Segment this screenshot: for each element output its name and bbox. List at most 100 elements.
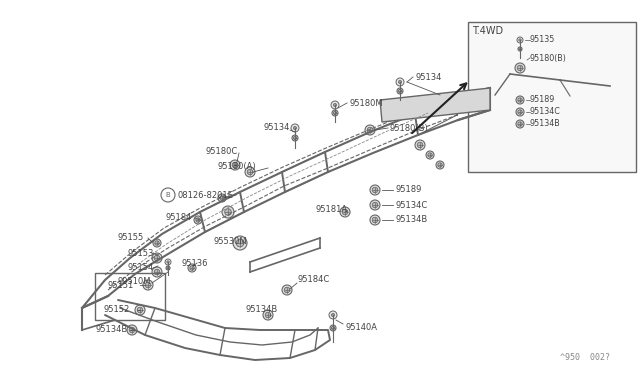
Text: 95180(B): 95180(B): [390, 124, 429, 132]
Text: 08126-8201E: 08126-8201E: [178, 190, 234, 199]
Text: 95136: 95136: [182, 259, 209, 267]
Circle shape: [165, 259, 171, 265]
Circle shape: [265, 312, 271, 318]
Circle shape: [332, 313, 335, 317]
FancyBboxPatch shape: [468, 22, 636, 172]
Text: 95530M: 95530M: [213, 237, 246, 247]
Circle shape: [329, 311, 337, 319]
Text: 95134B: 95134B: [96, 326, 128, 334]
Circle shape: [370, 185, 380, 195]
Text: ^950  002?: ^950 002?: [560, 353, 610, 362]
Circle shape: [518, 47, 522, 51]
Circle shape: [436, 161, 444, 169]
Text: 99510M: 99510M: [118, 278, 152, 286]
Circle shape: [263, 310, 273, 320]
Text: 95140A: 95140A: [345, 323, 377, 331]
Circle shape: [516, 120, 524, 128]
Circle shape: [194, 216, 202, 224]
Circle shape: [137, 307, 143, 313]
Circle shape: [145, 282, 151, 288]
Circle shape: [167, 267, 169, 269]
Circle shape: [397, 88, 403, 94]
Circle shape: [516, 108, 524, 116]
Circle shape: [519, 48, 521, 50]
Circle shape: [225, 209, 231, 215]
Text: 95155: 95155: [118, 234, 144, 243]
Circle shape: [230, 160, 240, 170]
Circle shape: [247, 169, 253, 175]
Circle shape: [372, 202, 378, 208]
Text: 95189: 95189: [530, 96, 556, 105]
Circle shape: [367, 127, 372, 133]
Text: 95189: 95189: [395, 186, 421, 195]
Circle shape: [398, 89, 402, 93]
Circle shape: [284, 287, 290, 293]
Circle shape: [220, 196, 224, 200]
Text: 95151: 95151: [108, 280, 134, 289]
Circle shape: [398, 80, 402, 84]
Circle shape: [153, 239, 161, 247]
Circle shape: [518, 110, 522, 114]
Circle shape: [518, 122, 522, 126]
Circle shape: [154, 255, 160, 261]
Circle shape: [332, 110, 338, 116]
Text: 95180(B): 95180(B): [530, 54, 567, 62]
Circle shape: [333, 103, 337, 107]
Circle shape: [370, 200, 380, 210]
Circle shape: [331, 101, 339, 109]
Circle shape: [166, 266, 170, 270]
Text: 95153: 95153: [128, 248, 154, 257]
Text: 95180C: 95180C: [205, 148, 237, 157]
Circle shape: [330, 325, 336, 331]
Circle shape: [245, 167, 255, 177]
Circle shape: [152, 253, 162, 263]
Circle shape: [291, 124, 299, 132]
Text: 95134C: 95134C: [530, 108, 561, 116]
Text: 95134C: 95134C: [395, 201, 428, 209]
Circle shape: [372, 217, 378, 223]
Circle shape: [517, 65, 523, 71]
Circle shape: [365, 125, 375, 135]
Circle shape: [154, 269, 160, 275]
Circle shape: [370, 215, 380, 225]
Circle shape: [233, 236, 247, 250]
Circle shape: [143, 280, 153, 290]
Text: T.4WD: T.4WD: [472, 26, 503, 36]
Circle shape: [517, 37, 523, 43]
Circle shape: [196, 218, 200, 222]
Circle shape: [155, 241, 159, 245]
Circle shape: [332, 326, 335, 330]
Circle shape: [167, 261, 169, 263]
Text: 95134B: 95134B: [395, 215, 428, 224]
Polygon shape: [380, 88, 490, 122]
Circle shape: [129, 327, 135, 333]
Circle shape: [161, 188, 175, 202]
Text: 95134: 95134: [263, 124, 289, 132]
Text: 95134B: 95134B: [530, 119, 561, 128]
Circle shape: [236, 239, 244, 247]
Circle shape: [372, 187, 378, 193]
Circle shape: [127, 325, 137, 335]
Circle shape: [417, 142, 423, 148]
Circle shape: [438, 163, 442, 167]
Circle shape: [135, 305, 145, 315]
Circle shape: [232, 162, 237, 168]
Text: 95152: 95152: [103, 305, 129, 314]
Circle shape: [333, 111, 337, 115]
Circle shape: [292, 135, 298, 141]
Circle shape: [222, 206, 234, 218]
Circle shape: [293, 126, 296, 129]
Circle shape: [152, 267, 162, 277]
Circle shape: [340, 207, 350, 217]
Text: 95181A: 95181A: [315, 205, 347, 215]
Text: 95154: 95154: [128, 263, 154, 273]
Circle shape: [515, 63, 525, 73]
Circle shape: [218, 194, 226, 202]
Text: 95134B: 95134B: [245, 305, 277, 314]
Circle shape: [428, 153, 432, 157]
Text: 95184: 95184: [165, 214, 191, 222]
Circle shape: [519, 39, 521, 41]
Text: 95180M: 95180M: [350, 99, 383, 108]
Circle shape: [415, 140, 425, 150]
Circle shape: [293, 137, 297, 140]
